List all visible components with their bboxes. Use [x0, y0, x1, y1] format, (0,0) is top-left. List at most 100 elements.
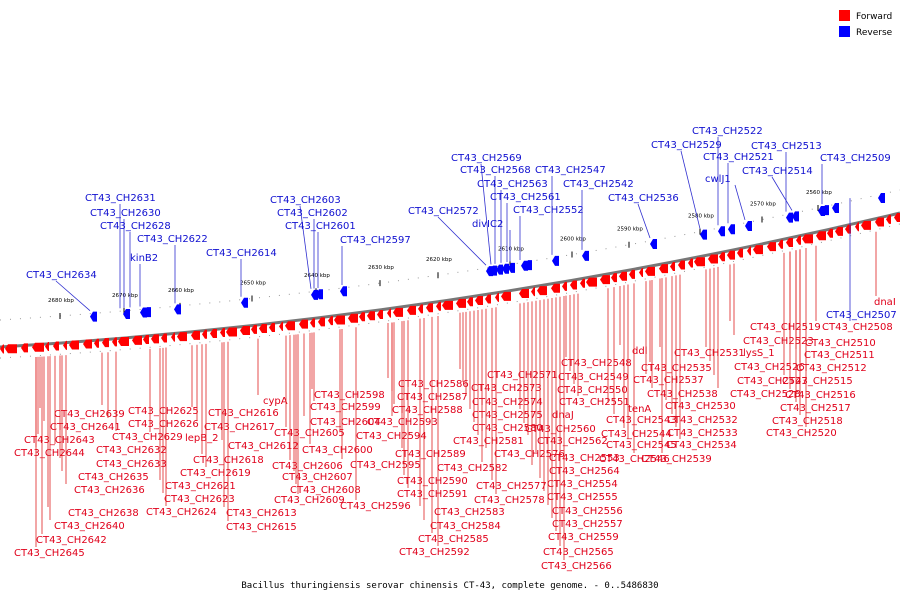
forward-gene-arrow[interactable] [436, 301, 441, 311]
forward-gene-arrow[interactable] [796, 235, 801, 245]
forward-gene-arrow[interactable] [670, 262, 675, 272]
forward-gene-arrow[interactable] [619, 271, 627, 281]
forward-gene-arrow[interactable] [348, 313, 358, 323]
forward-gene-arrow[interactable] [629, 269, 635, 279]
forward-gene-arrow[interactable] [151, 334, 159, 344]
forward-gene-arrow[interactable] [737, 248, 743, 258]
forward-gene-arrow[interactable] [475, 295, 483, 305]
forward-gene-arrow[interactable] [678, 260, 685, 270]
forward-gene-arrow[interactable] [551, 283, 560, 293]
forward-gene-arrow[interactable] [827, 228, 833, 238]
reverse-gene-arrow[interactable] [90, 311, 97, 322]
forward-gene-arrow[interactable] [467, 297, 473, 307]
forward-gene-arrow[interactable] [132, 335, 142, 345]
forward-gene-arrow[interactable] [32, 342, 44, 352]
forward-gene-arrow[interactable] [495, 292, 499, 302]
forward-gene-arrow[interactable] [586, 277, 597, 287]
forward-gene-arrow[interactable] [359, 312, 365, 322]
reverse-gene-arrow[interactable] [832, 202, 839, 213]
forward-gene-arrow[interactable] [719, 252, 725, 262]
forward-gene-arrow[interactable] [393, 307, 403, 317]
forward-gene-arrow[interactable] [191, 330, 200, 340]
forward-gene-arrow[interactable] [94, 338, 99, 348]
forward-gene-arrow[interactable] [118, 336, 129, 346]
forward-gene-arrow[interactable] [0, 344, 4, 354]
forward-gene-arrow[interactable] [387, 308, 391, 318]
reverse-gene-arrow[interactable] [878, 192, 885, 203]
reverse-gene-arrow[interactable] [496, 264, 503, 275]
forward-gene-arrow[interactable] [407, 305, 416, 315]
forward-gene-arrow[interactable] [112, 337, 117, 347]
reverse-gene-arrow[interactable] [700, 229, 707, 240]
forward-gene-arrow[interactable] [531, 287, 535, 297]
forward-gene-arrow[interactable] [886, 214, 891, 224]
forward-gene-arrow[interactable] [367, 311, 375, 321]
forward-gene-arrow[interactable] [778, 239, 783, 249]
forward-gene-arrow[interactable] [694, 257, 705, 267]
forward-gene-arrow[interactable] [485, 294, 491, 304]
forward-gene-arrow[interactable] [537, 286, 547, 296]
forward-gene-arrow[interactable] [562, 281, 567, 291]
forward-gene-arrow[interactable] [835, 226, 843, 236]
forward-gene-arrow[interactable] [747, 246, 751, 256]
forward-gene-arrow[interactable] [161, 333, 167, 343]
reverse-gene-arrow[interactable] [241, 297, 248, 308]
forward-gene-arrow[interactable] [639, 267, 643, 277]
reverse-gene-arrow[interactable] [174, 304, 181, 315]
forward-gene-arrow[interactable] [202, 329, 207, 339]
forward-gene-arrow[interactable] [377, 309, 383, 319]
forward-gene-arrow[interactable] [177, 332, 187, 342]
reverse-gene-arrow[interactable] [728, 224, 735, 235]
forward-gene-arrow[interactable] [83, 339, 92, 349]
forward-gene-arrow[interactable] [226, 327, 237, 337]
forward-gene-arrow[interactable] [786, 237, 793, 247]
forward-gene-arrow[interactable] [45, 341, 49, 351]
forward-gene-arrow[interactable] [600, 275, 610, 285]
forward-gene-arrow[interactable] [708, 254, 718, 264]
reverse-gene-arrow[interactable] [718, 226, 725, 237]
reverse-gene-arrow[interactable] [140, 307, 147, 318]
forward-gene-arrow[interactable] [519, 289, 529, 299]
forward-gene-arrow[interactable] [318, 317, 325, 327]
forward-gene-arrow[interactable] [570, 280, 577, 290]
forward-gene-arrow[interactable] [63, 340, 67, 350]
forward-gene-arrow[interactable] [21, 343, 28, 353]
forward-gene-arrow[interactable] [269, 322, 275, 332]
forward-gene-arrow[interactable] [310, 318, 315, 328]
forward-gene-arrow[interactable] [442, 300, 453, 310]
forward-gene-arrow[interactable] [299, 319, 308, 329]
reverse-gene-arrow[interactable] [792, 211, 799, 222]
reverse-gene-arrow[interactable] [822, 205, 829, 216]
forward-gene-arrow[interactable] [251, 324, 257, 334]
forward-gene-arrow[interactable] [5, 344, 17, 354]
forward-gene-arrow[interactable] [210, 329, 217, 339]
reverse-gene-arrow[interactable] [745, 220, 752, 231]
forward-gene-arrow[interactable] [143, 334, 149, 344]
reverse-gene-arrow[interactable] [786, 212, 793, 223]
reverse-gene-arrow[interactable] [123, 308, 130, 319]
forward-gene-arrow[interactable] [645, 266, 655, 276]
reverse-gene-arrow[interactable] [490, 265, 497, 276]
forward-gene-arrow[interactable] [845, 224, 851, 234]
forward-gene-arrow[interactable] [240, 326, 250, 336]
forward-gene-arrow[interactable] [328, 316, 333, 326]
forward-gene-arrow[interactable] [611, 273, 617, 283]
forward-gene-arrow[interactable] [418, 304, 423, 314]
forward-gene-arrow[interactable] [855, 222, 859, 232]
reverse-gene-arrow[interactable] [525, 260, 532, 271]
reverse-gene-arrow[interactable] [650, 238, 657, 249]
reverse-gene-arrow[interactable] [502, 263, 509, 274]
forward-gene-arrow[interactable] [727, 250, 735, 260]
forward-gene-arrow[interactable] [171, 332, 175, 342]
forward-gene-arrow[interactable] [802, 234, 813, 244]
reverse-gene-arrow[interactable] [316, 289, 323, 300]
reverse-gene-arrow[interactable] [582, 250, 589, 261]
forward-gene-arrow[interactable] [894, 212, 900, 222]
forward-gene-arrow[interactable] [816, 231, 826, 241]
forward-gene-arrow[interactable] [659, 264, 668, 274]
reverse-gene-arrow[interactable] [144, 307, 151, 318]
forward-gene-arrow[interactable] [688, 258, 693, 268]
forward-gene-arrow[interactable] [53, 341, 59, 351]
reverse-gene-arrow[interactable] [508, 262, 515, 273]
forward-gene-arrow[interactable] [285, 321, 295, 331]
